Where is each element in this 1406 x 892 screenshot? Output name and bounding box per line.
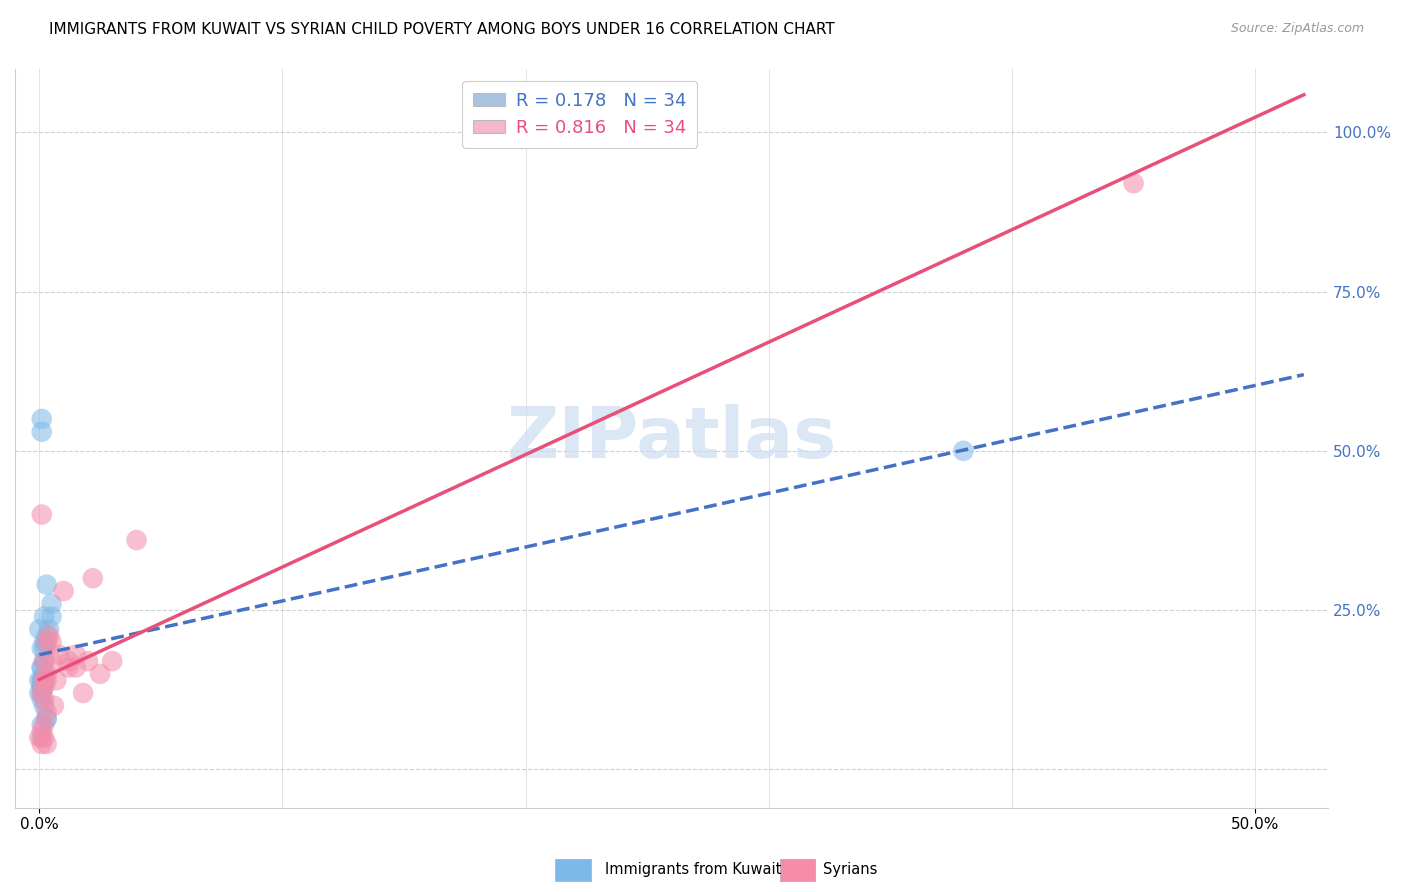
Point — [32, 666, 55, 681]
Point — [952, 443, 974, 458]
Point — [65, 648, 87, 662]
Point — [41, 635, 63, 649]
Point — [32, 692, 55, 706]
Point — [31, 660, 53, 674]
Point — [35, 635, 58, 649]
Point — [31, 731, 53, 745]
Point — [31, 680, 53, 694]
Text: Syrians: Syrians — [823, 863, 877, 877]
Point — [58, 660, 80, 674]
Point — [41, 654, 63, 668]
Point — [31, 641, 53, 656]
Point — [31, 673, 53, 688]
Point — [42, 698, 65, 713]
Point — [31, 686, 53, 700]
Point — [52, 584, 75, 599]
Text: Source: ZipAtlas.com: Source: ZipAtlas.com — [1230, 22, 1364, 36]
Point — [32, 718, 55, 732]
Point — [31, 660, 53, 674]
Point — [31, 508, 53, 522]
Point — [35, 673, 58, 688]
Text: ZIPatlas: ZIPatlas — [506, 403, 837, 473]
Point — [32, 673, 55, 688]
Point — [32, 680, 55, 694]
Point — [32, 731, 55, 745]
Point — [35, 705, 58, 719]
Point — [31, 737, 53, 751]
Point — [31, 425, 53, 439]
Point — [45, 673, 67, 688]
Point — [38, 629, 60, 643]
Point — [65, 660, 87, 674]
Point — [35, 711, 58, 725]
Point — [31, 673, 53, 688]
Text: Immigrants from Kuwait: Immigrants from Kuwait — [605, 863, 780, 877]
Point — [31, 686, 53, 700]
Point — [35, 666, 58, 681]
Point — [35, 711, 58, 725]
Point — [32, 635, 55, 649]
Point — [48, 648, 70, 662]
Point — [31, 680, 53, 694]
Point — [35, 635, 58, 649]
Point — [32, 680, 55, 694]
Point — [35, 629, 58, 643]
Point — [31, 680, 53, 694]
Point — [28, 731, 51, 745]
Point — [41, 609, 63, 624]
Point — [28, 673, 51, 688]
Point — [35, 577, 58, 591]
Point — [77, 654, 100, 668]
Point — [32, 654, 55, 668]
Point — [28, 622, 51, 636]
Point — [35, 737, 58, 751]
Point — [31, 692, 53, 706]
Point — [32, 641, 55, 656]
Point — [82, 571, 104, 585]
Point — [101, 654, 124, 668]
Point — [32, 673, 55, 688]
Point — [41, 597, 63, 611]
Point — [1122, 176, 1144, 190]
Point — [72, 686, 94, 700]
Point — [31, 412, 53, 426]
Point — [58, 654, 80, 668]
Point — [32, 698, 55, 713]
Point — [32, 654, 55, 668]
Point — [31, 724, 53, 739]
Point — [28, 686, 51, 700]
Point — [38, 622, 60, 636]
Point — [89, 666, 111, 681]
Point — [32, 609, 55, 624]
Legend: R = 0.178   N = 34, R = 0.816   N = 34: R = 0.178 N = 34, R = 0.816 N = 34 — [463, 81, 697, 148]
Text: IMMIGRANTS FROM KUWAIT VS SYRIAN CHILD POVERTY AMONG BOYS UNDER 16 CORRELATION C: IMMIGRANTS FROM KUWAIT VS SYRIAN CHILD P… — [49, 22, 835, 37]
Point — [125, 533, 148, 547]
Point — [31, 718, 53, 732]
